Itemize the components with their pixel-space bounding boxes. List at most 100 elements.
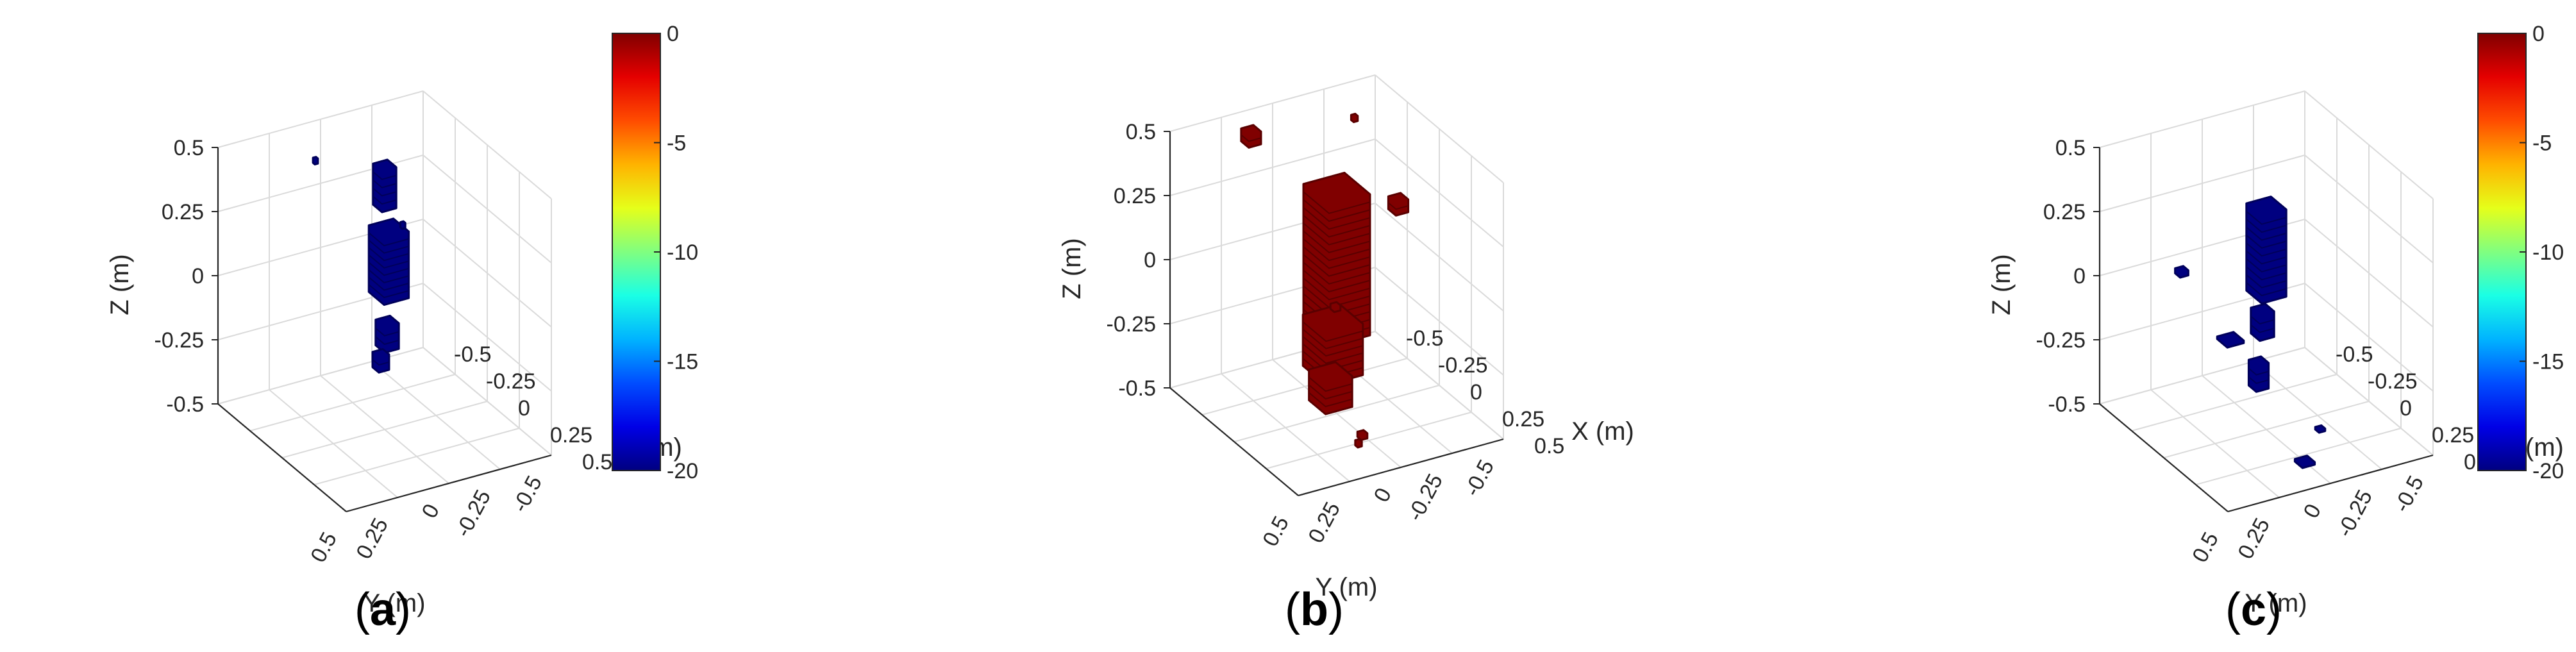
x-tick-label: 0.5 bbox=[582, 450, 612, 474]
data-cluster bbox=[1308, 361, 1353, 415]
cluster-texture bbox=[2246, 274, 2287, 288]
cluster-texture bbox=[368, 262, 409, 276]
data-cluster bbox=[367, 217, 410, 306]
cluster-texture bbox=[1302, 336, 1364, 357]
grid-line bbox=[1375, 138, 1504, 247]
data-cluster bbox=[2314, 424, 2327, 434]
cluster-texture bbox=[368, 239, 409, 254]
colorbar-tick-label: -20 bbox=[667, 459, 698, 483]
y-tick-label: 0.25 bbox=[351, 514, 393, 563]
data-clusters bbox=[2174, 196, 2327, 469]
cluster-body bbox=[1240, 124, 1262, 149]
y-axis-line bbox=[217, 403, 347, 512]
cluster-body bbox=[1387, 192, 1410, 217]
cluster-texture bbox=[2248, 376, 2269, 385]
x-tick-label: -0.5 bbox=[2336, 342, 2373, 367]
x-tick-label: 0.5 bbox=[1534, 434, 1564, 458]
cluster-texture bbox=[1308, 384, 1353, 400]
data-cluster bbox=[372, 158, 397, 213]
y-tick-label: 0.5 bbox=[306, 528, 342, 567]
cluster-texture bbox=[1303, 254, 1371, 277]
panel-label: (a) bbox=[355, 584, 411, 635]
z-tick-label: 0.5 bbox=[1126, 120, 1156, 144]
cluster-body bbox=[372, 158, 397, 213]
z-tick-label: -0.25 bbox=[155, 328, 205, 353]
cluster-texture bbox=[2246, 258, 2287, 273]
panel-a: -0.5-0.2500.250.5-0.5-0.2500.250.5-0.5-0… bbox=[106, 22, 698, 635]
y-tick-label: 0.5 bbox=[2187, 528, 2223, 567]
cluster-body bbox=[367, 217, 410, 306]
grid-line bbox=[1221, 373, 1350, 482]
x-axis-line bbox=[1298, 438, 1504, 497]
x-axis-line bbox=[2227, 454, 2434, 513]
grid-line bbox=[422, 90, 552, 199]
y-tick-label: -0.5 bbox=[508, 472, 547, 517]
cluster-texture bbox=[368, 276, 409, 291]
grid-line bbox=[2150, 389, 2280, 498]
data-cluster bbox=[2250, 303, 2275, 342]
y-tick-label: 0 bbox=[2299, 500, 2326, 522]
cluster-texture bbox=[1303, 222, 1371, 246]
cluster-body bbox=[399, 220, 406, 230]
data-cluster bbox=[374, 314, 400, 354]
colorbar: 0 -5 -10 -15 -20 bbox=[2477, 22, 2564, 483]
y-axis-label: Y (m) bbox=[1315, 573, 1377, 601]
panel-label: (b) bbox=[1285, 584, 1344, 635]
cluster-texture bbox=[1303, 206, 1371, 230]
z-tick-label: -0.5 bbox=[2048, 392, 2086, 417]
colorbar-tick-label: -10 bbox=[2532, 240, 2564, 265]
y-tick-label: 0.25 bbox=[2233, 514, 2275, 563]
z-tick-label: 0.5 bbox=[2055, 136, 2086, 160]
cluster-texture bbox=[2246, 210, 2287, 225]
cluster-texture bbox=[2246, 266, 2287, 281]
colorbar-tick-label: 0 bbox=[667, 22, 679, 46]
grid-line bbox=[1375, 74, 1504, 183]
data-cluster bbox=[1350, 112, 1359, 123]
cluster-texture bbox=[368, 269, 409, 284]
grid-line bbox=[217, 90, 424, 148]
x-tick-label: 0.25 bbox=[1502, 407, 1544, 431]
colorbar-gradient bbox=[612, 33, 661, 471]
grid-line bbox=[2099, 90, 2305, 148]
cluster-body bbox=[374, 314, 400, 354]
data-cluster bbox=[1354, 438, 1363, 449]
cluster-body bbox=[371, 347, 390, 374]
grid-line bbox=[1169, 74, 1376, 132]
panel-c: -0.5-0.2500.250.5-0.5-0.2500.250.5-0.5-0… bbox=[1987, 22, 2564, 635]
data-cluster bbox=[1240, 124, 1262, 149]
cluster-texture bbox=[372, 171, 397, 180]
cluster-texture bbox=[2246, 234, 2287, 249]
cluster-texture bbox=[1303, 262, 1371, 285]
x-axis-label: X (m) bbox=[1571, 417, 1634, 446]
cluster-texture bbox=[1308, 392, 1353, 408]
cluster-texture bbox=[368, 284, 409, 299]
y-tick-label: -0.5 bbox=[1460, 456, 1499, 501]
z-tick-label: -0.25 bbox=[2036, 328, 2086, 353]
z-tick-label: 0 bbox=[192, 264, 204, 288]
data-cluster bbox=[2174, 265, 2189, 279]
z-axis-label: Z (m) bbox=[1987, 254, 2016, 315]
x-tick-label: 0 bbox=[1470, 380, 1482, 405]
grid-line bbox=[1169, 138, 1376, 196]
cluster-texture bbox=[368, 232, 409, 247]
cluster-texture bbox=[375, 336, 399, 346]
x-tick-label: 0.25 bbox=[550, 423, 592, 447]
grid-line bbox=[2304, 90, 2434, 199]
colorbar-tick-label: -10 bbox=[667, 240, 698, 265]
cluster-texture bbox=[2246, 282, 2287, 297]
z-tick-label: 0.25 bbox=[162, 200, 204, 224]
cluster-texture bbox=[375, 328, 399, 337]
cluster-texture bbox=[1308, 376, 1353, 392]
data-clusters bbox=[1240, 112, 1410, 449]
cluster-body bbox=[2174, 265, 2189, 279]
cluster-texture bbox=[1303, 277, 1371, 301]
z-tick-label: 0 bbox=[1144, 248, 1156, 272]
cluster-texture bbox=[372, 359, 390, 366]
cluster-body bbox=[1308, 361, 1353, 415]
y-axis-label: Y (m) bbox=[2245, 589, 2307, 617]
cluster-texture bbox=[2246, 242, 2287, 257]
cluster-texture bbox=[1303, 191, 1371, 214]
z-tick-label: -0.5 bbox=[166, 392, 204, 417]
colorbar: 0 -5 -10 -15 -20 bbox=[612, 22, 698, 483]
cluster-texture bbox=[2246, 219, 2287, 233]
